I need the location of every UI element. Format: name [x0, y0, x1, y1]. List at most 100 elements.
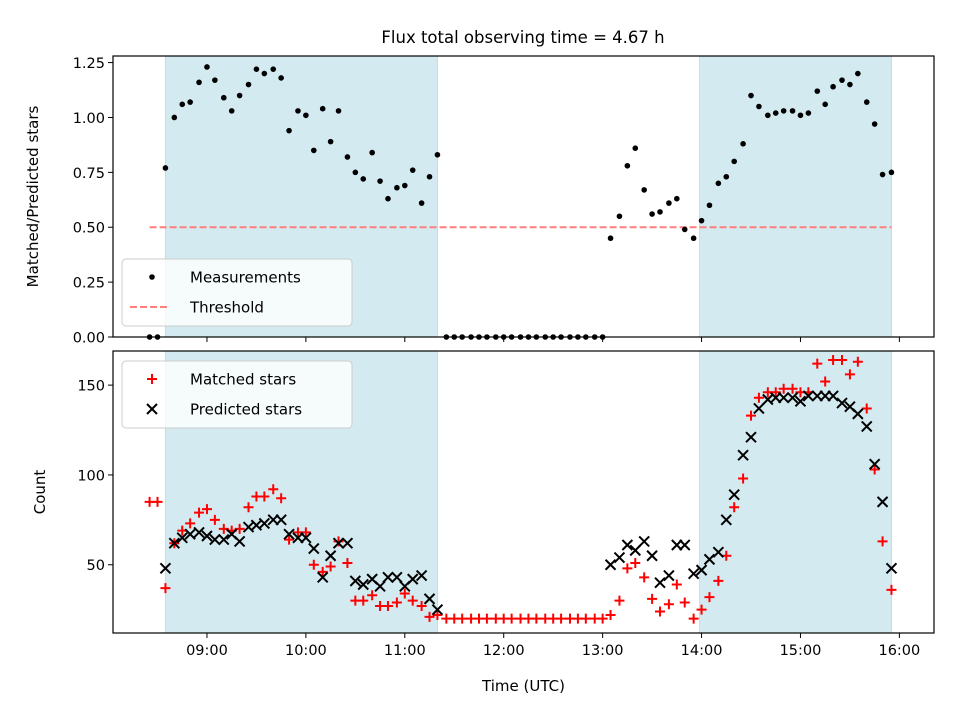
matched-marker: [655, 606, 666, 617]
matched-marker: [399, 588, 410, 599]
predicted-marker: [357, 578, 369, 591]
matched-marker: [787, 383, 798, 394]
bottom-panel: 50 100 150 09:00 10:00 11:00 12:00 13:00 14:00 15…: [31, 350, 935, 695]
measurement-point: [204, 64, 210, 70]
measurement-point: [220, 94, 227, 101]
predicted-marker: [168, 537, 181, 549]
predicted-marker: [604, 559, 617, 571]
predicted-marker: [159, 562, 172, 575]
measurement-point: [698, 217, 705, 224]
measurement-point: [756, 103, 762, 110]
matched-marker: [630, 557, 641, 568]
measurement-point: [245, 81, 252, 88]
measurement-point: [879, 171, 886, 178]
predicted-marker: [332, 537, 345, 549]
x-tick-label: 12:00: [483, 643, 525, 659]
predicted-marker: [349, 575, 362, 587]
measurement-point: [212, 77, 218, 83]
predicted-marker: [885, 562, 898, 575]
measurement-point: [171, 114, 178, 121]
legend-measurement-marker: [149, 274, 155, 280]
matched-marker: [622, 563, 633, 574]
predicted-marker: [695, 564, 708, 576]
x-tick-label: 09:00: [186, 643, 228, 659]
predicted-marker: [712, 546, 725, 558]
matched-marker: [367, 590, 378, 601]
legend-box: [121, 258, 353, 327]
matched-marker: [738, 473, 749, 484]
y-tick-label: 0.75: [73, 166, 105, 182]
measurement-point: [765, 112, 771, 119]
predicted-marker: [341, 537, 354, 549]
measurement-point: [270, 66, 277, 72]
axes-frame: [112, 350, 935, 634]
measurement-point: [674, 195, 680, 202]
measurement-point: [830, 83, 836, 90]
predicted-marker: [786, 391, 799, 404]
measurement-point: [855, 70, 861, 77]
measurement-point: [740, 141, 746, 147]
y-tick-label: 0.00: [73, 331, 105, 347]
predicted-marker: [679, 539, 691, 551]
matched-marker: [506, 613, 517, 624]
measurement-point: [780, 108, 787, 114]
matched-marker: [647, 593, 658, 604]
matched-marker: [194, 507, 205, 518]
predicted-marker: [836, 397, 848, 409]
measurement-point: [797, 112, 804, 119]
measurement-point: [847, 81, 853, 88]
matched-marker: [746, 410, 757, 421]
predicted-marker: [176, 532, 188, 544]
predicted-marker: [737, 449, 749, 461]
measurement-point: [360, 176, 367, 182]
legend: Measurements Threshold: [121, 258, 353, 327]
predicted-marker: [209, 533, 221, 546]
measurement-point: [394, 184, 400, 191]
predicted-marker: [638, 535, 650, 548]
measurement-point: [187, 99, 193, 105]
axes-frame: [112, 55, 935, 338]
x-tick-label: 10:00: [285, 643, 327, 659]
observing-span: [699, 55, 892, 338]
legend-label: Predicted stars: [190, 401, 302, 419]
measurement-point: [295, 108, 301, 114]
legend-predicted-marker: [146, 403, 158, 415]
predicted-marker: [646, 550, 658, 562]
measurement-point: [666, 200, 672, 206]
measurement-point: [377, 178, 383, 184]
predicted-marker: [663, 569, 675, 582]
matched-marker: [663, 599, 674, 610]
measurement-point: [715, 180, 722, 187]
predicted-marker: [193, 526, 205, 539]
matched-marker: [778, 383, 789, 394]
matched-marker: [268, 484, 279, 495]
measurement-point: [681, 226, 688, 233]
measurement-point: [426, 173, 433, 180]
predicted-marker: [654, 576, 666, 589]
matched-marker: [531, 613, 542, 624]
x-tick-label: 15:00: [780, 643, 822, 659]
matched-marker: [820, 376, 831, 387]
matched-marker: [457, 613, 468, 624]
predicted-marker: [868, 458, 881, 470]
matched-marker: [152, 496, 163, 507]
y-tick-label: 1.00: [73, 111, 105, 127]
matched-marker: [753, 392, 764, 403]
measurement-point: [641, 187, 647, 193]
measurement-point: [649, 211, 655, 217]
measurement-point: [616, 213, 623, 220]
matched-marker: [407, 595, 418, 606]
predicted-marker: [794, 395, 807, 408]
measurement-point: [261, 70, 268, 77]
measurement-point: [624, 162, 631, 169]
predicted-marker: [745, 431, 757, 443]
matched-marker: [259, 491, 270, 502]
measurement-point: [434, 151, 441, 158]
legend-matched-marker: [147, 374, 157, 384]
measurement-point: [409, 167, 416, 173]
measurement-point: [228, 108, 235, 114]
matched-marker: [201, 504, 212, 515]
matched-marker: [243, 502, 254, 513]
measurement-point: [814, 88, 821, 94]
measurement-point: [162, 165, 169, 171]
